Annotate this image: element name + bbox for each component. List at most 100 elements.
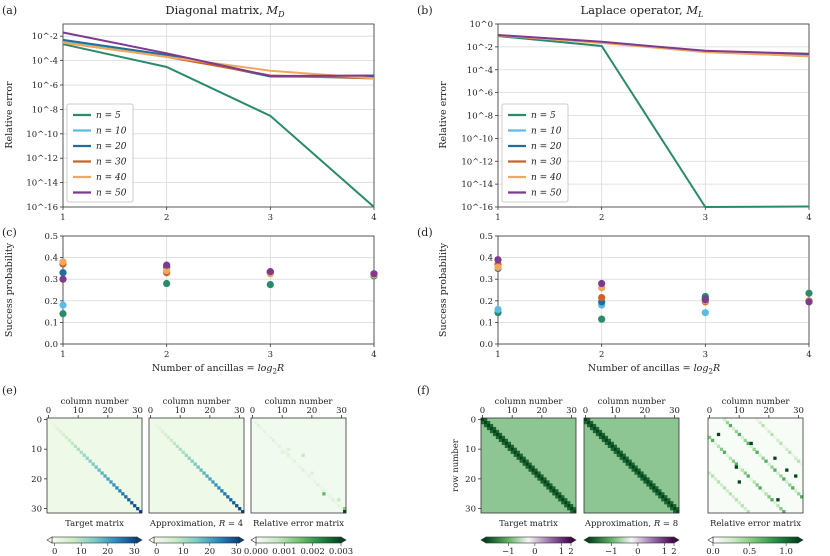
heatmap-cell (598, 432, 603, 437)
colorbar-extend-max (340, 536, 347, 544)
legend: n = 5 n = 10 n = 20 n = 30 n = 40 n = 50 (501, 103, 569, 203)
heatmap-frame (148, 417, 245, 514)
series-line-3 (62, 38, 375, 78)
heatmap-cell (740, 504, 744, 508)
heatmap-cell (561, 498, 565, 502)
heatmap-cell (634, 471, 638, 475)
xtick-label: 10 (73, 406, 84, 416)
heatmap-cell (265, 432, 270, 437)
xtick-label: 0 (250, 406, 255, 416)
heatmap-cell (785, 447, 789, 451)
heatmap-cell (631, 462, 635, 466)
heatmap-cell (731, 459, 736, 463)
xtick-label: 30 (336, 406, 347, 416)
scatter-chart-c: 0.0 0.1 0.2 0.3 0.4 0.5 1 2 3 4 (44, 232, 378, 360)
heatmap-cell (667, 504, 671, 508)
heatmap-cell (136, 507, 140, 511)
heatmap-cell (166, 435, 171, 440)
heatmap-cell (522, 462, 526, 466)
heatmap-cell (779, 441, 783, 446)
heatmap-cell (486, 420, 491, 425)
heatmap-cell (88, 459, 92, 463)
heatmap-cell (546, 480, 550, 484)
xtick-label: 30 (132, 406, 143, 416)
heatmap-cell (770, 432, 774, 437)
heatmap-cell (525, 465, 529, 469)
heatmap-cell (592, 423, 597, 428)
heatmap-cell (292, 459, 296, 463)
xtick-label: 10 (507, 406, 518, 416)
heatmap-cell (710, 438, 715, 443)
heatmap-cell (501, 441, 506, 446)
heatmap-3: column number 0 10 20 30 Relative error matri… (706, 397, 804, 556)
colorbar-extend-max (570, 536, 577, 544)
heatmap-cell (613, 444, 617, 448)
colorbar-tick-label: 10 (76, 547, 87, 556)
heatmap-cell (343, 510, 347, 514)
legend: n = 5 n = 10 n = 20 n = 30 n = 40 n = 50 (66, 103, 134, 203)
series-line-6 (497, 34, 810, 55)
heatmap-cell (534, 468, 538, 472)
xtick-label: 0 (46, 406, 51, 416)
heatmap-cell (622, 453, 626, 457)
heatmap-cell (199, 468, 203, 472)
scatter-point-1 (266, 281, 274, 289)
xtick-label: 1 (495, 213, 500, 223)
xtick-label: 30 (566, 406, 577, 416)
heatmap-cell (746, 510, 750, 514)
heatmap-cell (169, 438, 174, 443)
legend-entry: n = 20 (96, 142, 127, 152)
xtick-label: 10 (734, 406, 745, 416)
heatmap-cell (607, 444, 612, 448)
xtick-label: 3 (703, 213, 708, 223)
heatmap-cell (737, 480, 741, 484)
heatmap-cell (187, 456, 191, 460)
heatmap-cell (746, 441, 750, 446)
heatmap-cell (555, 495, 559, 499)
heatmap-cell (800, 495, 804, 499)
legend-entry: n = 5 (96, 111, 121, 121)
heatmap-cell (676, 507, 680, 511)
heatmap-cell (604, 435, 609, 440)
heatmap-cell (610, 447, 614, 451)
heatmap-cell (190, 459, 194, 463)
heatmap-cell (531, 468, 535, 472)
ytick-label: 10^-14 (26, 179, 58, 189)
series-line-1 (62, 43, 375, 208)
heatmap-cell (253, 420, 258, 425)
heatmap-cell (637, 468, 641, 472)
heatmap-cell (220, 489, 224, 493)
ytick-label: 10^-10 (461, 134, 493, 144)
ylabel-d: Success probability (438, 242, 449, 337)
heatmap-cell (708, 471, 712, 475)
ytick-label: 10^-10 (26, 130, 58, 140)
heatmap-cell (782, 444, 786, 448)
colorbar-tick-label: 0.000 (244, 547, 268, 556)
scatter-point-5 (59, 258, 67, 266)
xtick-label: 2 (164, 213, 169, 223)
ytick-label: 10^-2 (32, 32, 58, 42)
heatmap-cell (121, 492, 125, 496)
heatmap-3: column number 0 10 20 30 Relative error matri… (244, 397, 353, 556)
heatmap-cell (229, 498, 233, 502)
heatmap-cell (184, 453, 188, 457)
heatmap-cell (794, 489, 798, 493)
colorbar-tick-label: 2 (568, 547, 573, 556)
colorbar-extend-max (238, 536, 245, 544)
heatmap-cell (73, 444, 77, 448)
heatmap-cell (755, 418, 759, 422)
heatmap-cell (773, 468, 777, 472)
heatmap-cell (708, 435, 712, 440)
scatter-point-6 (163, 261, 171, 269)
heatmap-cell (734, 429, 738, 434)
heatmap-cell (598, 435, 603, 440)
heatmap-cell (226, 495, 230, 499)
heatmap-cell (67, 438, 72, 443)
heatmap-cell (504, 441, 509, 446)
heatmap-cell (79, 450, 83, 454)
heatmap-cell (592, 429, 597, 434)
legend-entry: n = 20 (531, 142, 562, 152)
